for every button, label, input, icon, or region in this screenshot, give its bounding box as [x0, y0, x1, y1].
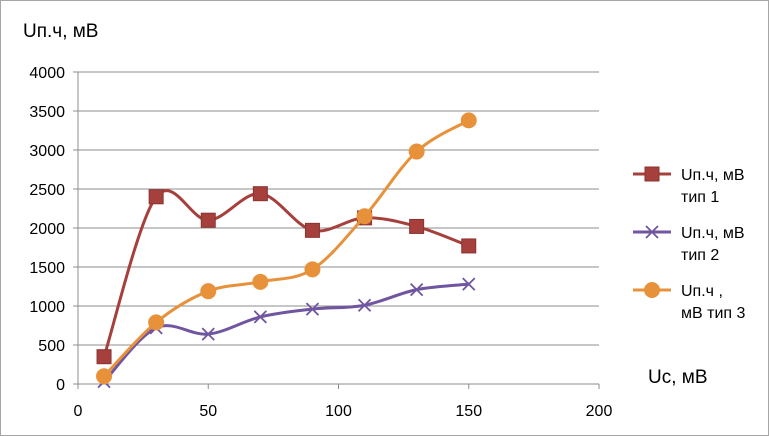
y-axis-title: Uп.ч, мВ	[23, 21, 98, 42]
data-point	[462, 277, 476, 291]
series-line	[102, 282, 471, 384]
y-tick-label: 2500	[29, 182, 65, 199]
legend-entry: Uп.ч, мВ тип 1	[633, 166, 745, 206]
series-1	[96, 186, 477, 365]
data-point	[357, 298, 372, 312]
data-point	[96, 368, 113, 385]
data-point	[409, 218, 425, 234]
data-point	[200, 283, 217, 300]
legend-marker	[645, 225, 659, 239]
data-point	[305, 302, 320, 316]
data-point	[408, 143, 425, 160]
x-tick-label: 100	[325, 403, 352, 420]
legend-entry: Uп.ч, мВ тип 2	[633, 225, 745, 264]
series-3	[96, 112, 477, 385]
y-tick-label: 2000	[29, 221, 65, 238]
x-tick-label: 150	[455, 403, 482, 420]
legend-label: Uп.ч, мВ	[681, 225, 745, 242]
x-axis-title: Uc, мВ	[648, 367, 708, 388]
y-tick-label: 500	[38, 338, 65, 355]
data-point	[304, 222, 320, 238]
legend-label: тип 2	[681, 247, 719, 264]
legend-label: мВ тип 3	[681, 305, 745, 322]
data-point	[460, 112, 477, 129]
y-tick-label: 3000	[29, 143, 65, 160]
data-point	[201, 327, 215, 341]
y-tick-label: 1000	[29, 299, 65, 316]
data-point	[304, 261, 321, 278]
series-2	[97, 277, 476, 389]
data-point	[461, 238, 477, 254]
x-tick-label: 50	[199, 403, 217, 420]
legend-entry: Uп.ч , мВ тип 3	[633, 282, 745, 322]
data-point	[410, 282, 424, 297]
axes: 0 500 1000 1500 2000 2500 3000 3500 4000 0 50 100 15…	[29, 65, 612, 420]
data-point	[96, 349, 112, 365]
y-tick-label: 0	[56, 377, 65, 394]
data-point	[253, 310, 267, 324]
legend: Uп.ч, мВ тип 1 Uп.ч, мВ тип 2 Uп.ч , мВ тип 3	[633, 166, 745, 322]
legend-marker	[644, 282, 660, 298]
data-point	[148, 314, 165, 331]
data-point	[148, 189, 164, 205]
legend-marker	[644, 166, 660, 182]
x-tick-label: 200	[586, 403, 613, 420]
data-point	[252, 186, 268, 202]
data-point	[252, 273, 269, 290]
data-point	[200, 212, 216, 228]
y-tick-label: 1500	[29, 260, 65, 277]
y-tick-label: 3500	[29, 104, 65, 121]
data-point	[356, 208, 373, 225]
series-group	[96, 112, 477, 389]
y-tick-label: 4000	[29, 65, 65, 82]
gridlines	[78, 71, 599, 346]
x-tick-label: 0	[74, 403, 83, 420]
legend-label: Uп.ч, мВ	[681, 167, 745, 184]
series-line	[102, 189, 471, 359]
legend-label: тип 1	[681, 189, 719, 206]
legend-label: Uп.ч ,	[681, 283, 723, 300]
